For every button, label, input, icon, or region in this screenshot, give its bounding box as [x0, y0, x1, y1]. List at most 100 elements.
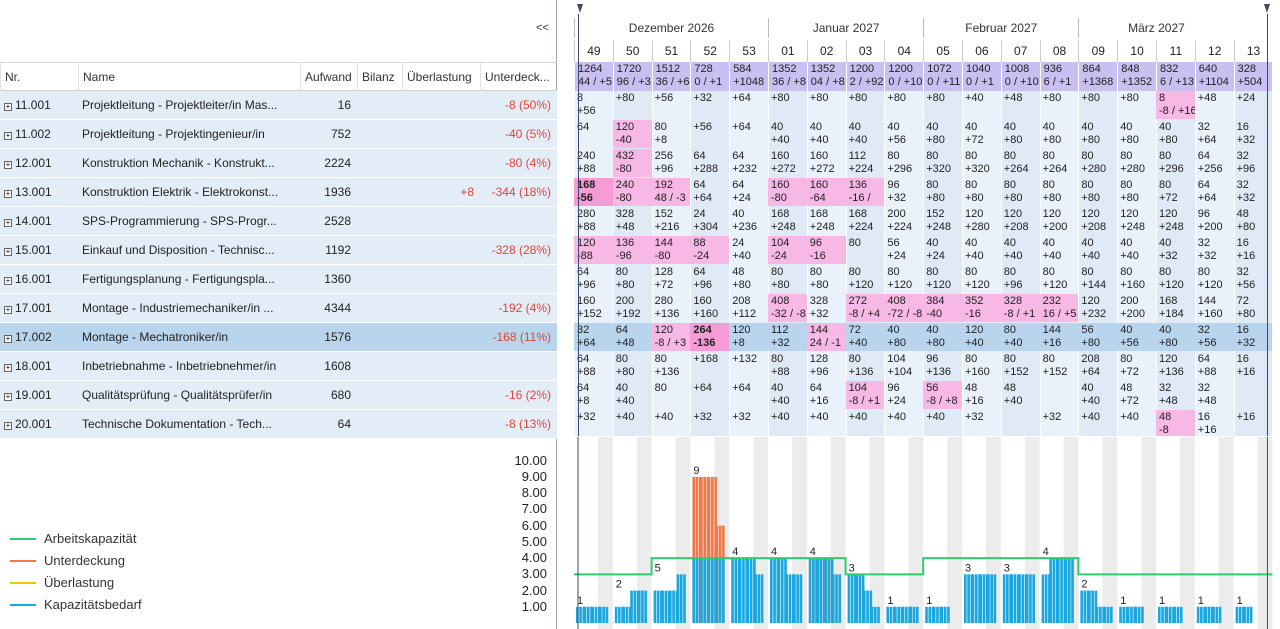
week-header[interactable]: 09 [1078, 40, 1117, 62]
capacity-cell[interactable]: 32 +32 [1195, 236, 1234, 264]
capacity-cell[interactable]: 272 -8 / +4 [845, 294, 885, 322]
capacity-cell[interactable]: 80 +80 [962, 178, 1001, 206]
capacity-cell[interactable]: 160 -64 [806, 178, 846, 206]
week-header[interactable]: 03 [845, 40, 885, 62]
capacity-cell[interactable]: +64 [729, 120, 768, 148]
capacity-cell[interactable]: +32 [1040, 410, 1079, 436]
capacity-cell[interactable]: 64 [574, 120, 613, 148]
capacity-cell[interactable]: 80 [846, 236, 885, 264]
capacity-cell[interactable]: 152 +248 [923, 207, 962, 235]
week-total-cell[interactable]: 1040 0 / +1 [962, 62, 1001, 91]
week-total-cell[interactable]: 1512 36 / +6 [651, 62, 691, 91]
week-header[interactable]: 04 [884, 40, 923, 62]
capacity-cell[interactable]: 96 +200 [1195, 207, 1234, 235]
capacity-cell[interactable]: 32 +56 [1194, 323, 1234, 351]
capacity-cell[interactable]: +80 [884, 91, 923, 119]
capacity-cell[interactable]: 40 +40 [768, 381, 807, 409]
capacity-cell[interactable]: 64 +48 [612, 323, 652, 351]
capacity-cell[interactable]: +40 [962, 91, 1001, 119]
capacity-cell[interactable]: 120 +208 [1001, 207, 1040, 235]
capacity-cell[interactable]: 80 +80 [613, 265, 652, 293]
capacity-cell[interactable]: 24 +304 [690, 207, 729, 235]
week-total-cell[interactable]: 1200 2 / +92 [845, 62, 885, 91]
capacity-cell[interactable]: 160 -80 [768, 178, 807, 206]
week-header[interactable]: 08 [1039, 40, 1079, 62]
week-header[interactable]: 12 [1194, 40, 1234, 62]
column-header-nr[interactable]: Nr. [0, 63, 78, 91]
capacity-cell[interactable]: 80 +80 [768, 265, 807, 293]
capacity-cell[interactable]: 160 +152 [574, 294, 613, 322]
expand-icon[interactable]: + [4, 305, 12, 314]
capacity-cell[interactable]: 40 +80 [923, 323, 962, 351]
capacity-cell[interactable]: 80 +88 [768, 352, 807, 380]
capacity-cell[interactable]: 40 +40 [1078, 236, 1117, 264]
capacity-cell[interactable]: 120 +208 [1078, 207, 1117, 235]
capacity-cell[interactable]: 80 +120 [962, 265, 1001, 293]
column-header-ueberlastung[interactable]: Überlastung [402, 63, 480, 91]
capacity-cell[interactable]: 384 -40 [923, 294, 962, 322]
capacity-cell[interactable]: 168 +248 [768, 207, 807, 235]
expand-icon[interactable]: + [4, 363, 12, 372]
table-row[interactable]: +16.001 Fertigungsplanung - Fertigungspla… [0, 265, 557, 294]
column-header-name[interactable]: Name [78, 63, 300, 91]
capacity-cell[interactable]: 40 +80 [1001, 120, 1040, 148]
capacity-cell[interactable]: 32 +56 [1234, 265, 1273, 293]
capacity-cell[interactable]: 40 +32 [1156, 236, 1195, 264]
capacity-cell[interactable]: 80 +72 [1117, 352, 1156, 380]
capacity-cell[interactable]: 120 +40 [962, 323, 1001, 351]
week-header[interactable]: 13 [1233, 40, 1273, 62]
capacity-cell[interactable]: 40 +40 [1078, 381, 1117, 409]
table-row[interactable]: +17.002 Montage - Mechatroniker/in 1576 -16… [0, 323, 557, 352]
capacity-cell[interactable]: 64 +232 [729, 149, 768, 177]
expand-icon[interactable]: + [4, 247, 12, 256]
capacity-cell[interactable]: +40 [884, 410, 923, 436]
capacity-cell[interactable]: 96 -16 [806, 236, 846, 264]
capacity-cell[interactable]: 40 +40 [962, 236, 1001, 264]
capacity-cell[interactable]: 264 -136 [690, 323, 730, 351]
capacity-cell[interactable]: 40 +80 [1156, 323, 1195, 351]
range-start-marker[interactable] [577, 4, 583, 13]
capacity-cell[interactable]: +80 [613, 91, 652, 119]
capacity-cell[interactable]: +80 [768, 91, 807, 119]
week-header[interactable]: 49 [574, 40, 613, 62]
capacity-cell[interactable]: 64 +96 [574, 265, 613, 293]
table-row[interactable]: +15.001 Einkauf und Disposition - Technis… [0, 236, 557, 265]
capacity-cell[interactable]: 232 16 / +5 [1039, 294, 1079, 322]
capacity-cell[interactable]: 136 -96 [612, 236, 652, 264]
capacity-cell[interactable]: +56 [652, 91, 691, 119]
capacity-cell[interactable]: 160 +160 [690, 294, 729, 322]
capacity-cell[interactable]: 80 +80 [1117, 178, 1156, 206]
capacity-cell[interactable]: 80 +40 [1000, 323, 1040, 351]
week-header[interactable]: 10 [1117, 40, 1156, 62]
capacity-cell[interactable]: 104 -24 [768, 236, 807, 264]
capacity-cell[interactable]: 16 +16 [1234, 352, 1273, 380]
capacity-cell[interactable]: 40 +236 [729, 207, 768, 235]
capacity-cell[interactable]: 16 +16 [1234, 236, 1273, 264]
capacity-cell[interactable]: 48 -8 [1156, 410, 1195, 436]
capacity-cell[interactable]: 192 48 / -3 [651, 178, 691, 206]
capacity-cell[interactable]: 80 +120 [1195, 265, 1234, 293]
capacity-cell[interactable]: 128 +96 [807, 352, 846, 380]
expand-icon[interactable]: + [4, 160, 12, 169]
capacity-cell[interactable]: 72 +40 [845, 323, 885, 351]
capacity-cell[interactable]: 256 +96 [652, 149, 691, 177]
capacity-cell[interactable]: 48 +40 [1001, 381, 1040, 409]
expand-icon[interactable]: + [4, 131, 12, 140]
capacity-cell[interactable]: 64 +64 [690, 178, 729, 206]
column-header-bilanz[interactable]: Bilanz [357, 63, 402, 91]
capacity-cell[interactable]: 48 +16 [962, 381, 1001, 409]
table-row[interactable]: +14.001 SPS-Programmierung - SPS-Progr...… [0, 207, 557, 236]
capacity-cell[interactable]: 80 +296 [1156, 149, 1195, 177]
capacity-cell[interactable]: 80 +280 [1117, 149, 1156, 177]
week-total-cell[interactable]: 1352 36 / +8 [768, 62, 807, 91]
capacity-cell[interactable]: 144 +160 [1195, 294, 1234, 322]
capacity-cell[interactable]: 88 -24 [690, 236, 730, 264]
capacity-cell[interactable]: +16 [1234, 410, 1273, 436]
capacity-cell[interactable]: 40 +80 [884, 323, 924, 351]
capacity-cell[interactable]: 280 +88 [574, 207, 613, 235]
expand-icon[interactable]: + [4, 102, 12, 111]
capacity-cell[interactable]: 80 +160 [962, 352, 1001, 380]
capacity-cell[interactable]: 72 +80 [1234, 294, 1273, 322]
capacity-cell[interactable]: 32 +32 [1234, 178, 1273, 206]
capacity-cell[interactable]: 32 +48 [1156, 381, 1195, 409]
